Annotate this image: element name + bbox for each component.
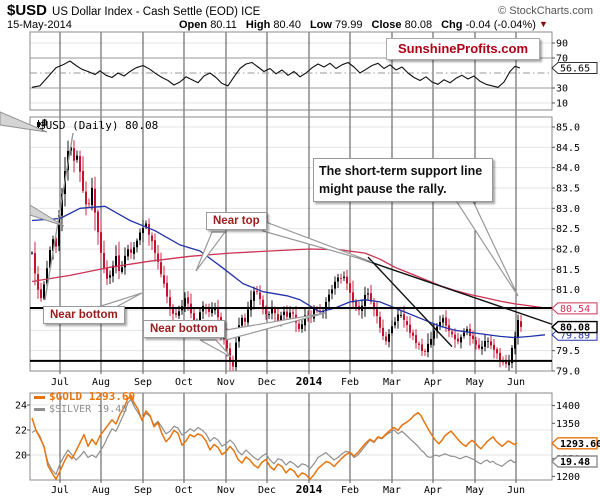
ma-200-line — [31, 248, 549, 310]
x-axis-labels: Jul Jul Aug Aug Sep Sep Oct Oct Nov Nov Dec Dec 2014… — [51, 371, 525, 496]
chart-header: $USD US Dollar Index - Cash Settle (EOD) … — [7, 2, 593, 19]
silver-legend-item: $SILVER 19.48 — [34, 403, 135, 416]
svg-text:Jul: Jul — [51, 485, 69, 496]
svg-text:Dec: Dec — [258, 485, 276, 496]
near-bottom-callout-2: Near bottom — [143, 320, 225, 338]
quote-close: Close 80.08 — [371, 19, 433, 31]
ma-50-line — [31, 205, 546, 339]
lower-panel-legend: $GOLD 1293.60 $SILVER 19.48 — [34, 390, 135, 416]
svg-text:Jun: Jun — [507, 377, 525, 388]
quote-low: Low 79.99 — [309, 19, 363, 31]
svg-text:84.0: 84.0 — [556, 163, 580, 174]
sunshineprofits-watermark-link[interactable]: SunshineProfits.com — [386, 38, 540, 60]
symbol: $USD — [7, 2, 48, 19]
svg-text:1350: 1350 — [556, 419, 580, 430]
silver-legend-swatch — [34, 407, 45, 411]
svg-text:1293.60: 1293.60 — [560, 439, 600, 450]
quote-bar: 15-May-2014 Open 80.11 High 80.40 Low 79.99… — [7, 19, 593, 31]
svg-text:81.5: 81.5 — [556, 265, 580, 276]
svg-text:84.5: 84.5 — [556, 143, 580, 154]
quote-change: Chg -0.04 (-0.04%) ▼ — [441, 19, 548, 31]
svg-text:May: May — [466, 377, 484, 388]
gold-line — [31, 394, 518, 480]
gold-legend-swatch — [34, 395, 45, 399]
svg-text:90: 90 — [556, 39, 568, 50]
svg-text:Mar: Mar — [383, 485, 401, 496]
svg-text:1200: 1200 — [556, 472, 580, 483]
support-note-line1: The short-term support line — [319, 164, 483, 178]
svg-text:82.0: 82.0 — [556, 244, 580, 255]
svg-text:Oct: Oct — [175, 377, 193, 388]
svg-text:80.08: 80.08 — [560, 323, 590, 334]
left-cutoff-arrows — [0, 111, 65, 227]
svg-text:Apr: Apr — [424, 377, 442, 388]
svg-text:10: 10 — [556, 99, 568, 110]
svg-text:Apr: Apr — [424, 485, 442, 496]
svg-text:Nov: Nov — [217, 485, 235, 496]
axis-labels: 90 70 30 10 85.0 84.5 84.0 83.5 83.0 82.5 82.0 81.5… — [15, 39, 580, 483]
near-top-callout: Near top — [206, 212, 267, 230]
svg-text:24: 24 — [15, 401, 27, 412]
svg-text:Mar: Mar — [383, 377, 401, 388]
svg-text:Oct: Oct — [175, 485, 193, 496]
support-note-line2: might pause the rally. — [319, 182, 447, 197]
near-bottom-callout-1: Near bottom — [43, 306, 125, 324]
svg-text:30: 30 — [556, 84, 568, 95]
svg-text:2014: 2014 — [296, 375, 323, 388]
svg-text:83.0: 83.0 — [556, 204, 580, 215]
svg-text:2014: 2014 — [296, 483, 323, 496]
stockcharts-credit: © StockCharts.com — [498, 5, 593, 17]
svg-text:22: 22 — [15, 426, 27, 437]
svg-text:Sep: Sep — [134, 485, 152, 496]
oscillator-line — [31, 60, 521, 88]
svg-text:Sep: Sep — [134, 377, 152, 388]
svg-text:81.0: 81.0 — [556, 285, 580, 296]
svg-text:56.65: 56.65 — [560, 64, 590, 75]
svg-text:Aug: Aug — [92, 485, 110, 496]
svg-text:Jun: Jun — [507, 485, 525, 496]
svg-text:79.5: 79.5 — [556, 346, 580, 357]
svg-text:83.5: 83.5 — [556, 183, 580, 194]
gold-legend-item: $GOLD 1293.60 — [34, 390, 135, 403]
svg-text:Dec: Dec — [258, 377, 276, 388]
svg-text:20: 20 — [15, 451, 27, 462]
svg-text:Nov: Nov — [217, 377, 235, 388]
svg-text:19.48: 19.48 — [560, 457, 590, 468]
svg-text:80.54: 80.54 — [560, 304, 590, 315]
main-chart-label: $USD (Daily) 80.08 — [37, 119, 159, 132]
svg-text:Aug: Aug — [92, 377, 110, 388]
quote-high: High 80.40 — [245, 19, 301, 31]
svg-text:May: May — [466, 485, 484, 496]
svg-text:70: 70 — [556, 54, 568, 65]
svg-text:1400: 1400 — [556, 401, 580, 412]
svg-text:Feb: Feb — [341, 377, 359, 388]
svg-text:79.89: 79.89 — [560, 330, 590, 341]
support-line-note: The short-term support line might pause … — [313, 158, 493, 203]
svg-text:82.5: 82.5 — [556, 224, 580, 235]
svg-text:85.0: 85.0 — [556, 123, 580, 134]
svg-text:79.0: 79.0 — [556, 366, 580, 377]
quote-open: Open 80.11 — [179, 19, 237, 31]
chart-title: US Dollar Index - Cash Settle (EOD) ICE — [52, 6, 261, 18]
svg-text:Jul: Jul — [51, 377, 69, 388]
trendlines — [44, 132, 553, 348]
change-down-triangle-icon: ▼ — [538, 19, 548, 29]
quote-date: 15-May-2014 — [7, 19, 72, 31]
svg-text:Feb: Feb — [341, 485, 359, 496]
silver-line — [31, 398, 518, 475]
